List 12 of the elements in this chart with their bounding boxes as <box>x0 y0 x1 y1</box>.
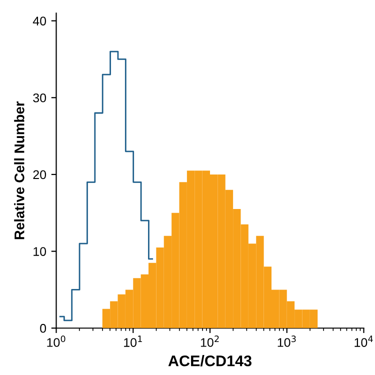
x-tick-label: 10$^{1}$ <box>124 336 142 347</box>
x-axis-title: ACE/CD143 <box>168 355 252 366</box>
y-tick-label: 30 <box>33 93 46 102</box>
y-tick-label: 40 <box>32 16 46 26</box>
x-tick-label: 10$^{0}$ <box>47 336 66 347</box>
y-axis-title: Relative Cell Number <box>14 101 24 240</box>
x-tick-label: 10$^{2}$ <box>200 336 219 347</box>
x-tick-label: 10$^{3}$ <box>278 336 296 347</box>
y-tick-label: 0 <box>40 324 46 333</box>
y-tick-label: 10 <box>34 247 46 256</box>
y-tick-label: 20 <box>33 170 46 180</box>
x-tick-label: 10$^{4}$ <box>354 336 373 347</box>
